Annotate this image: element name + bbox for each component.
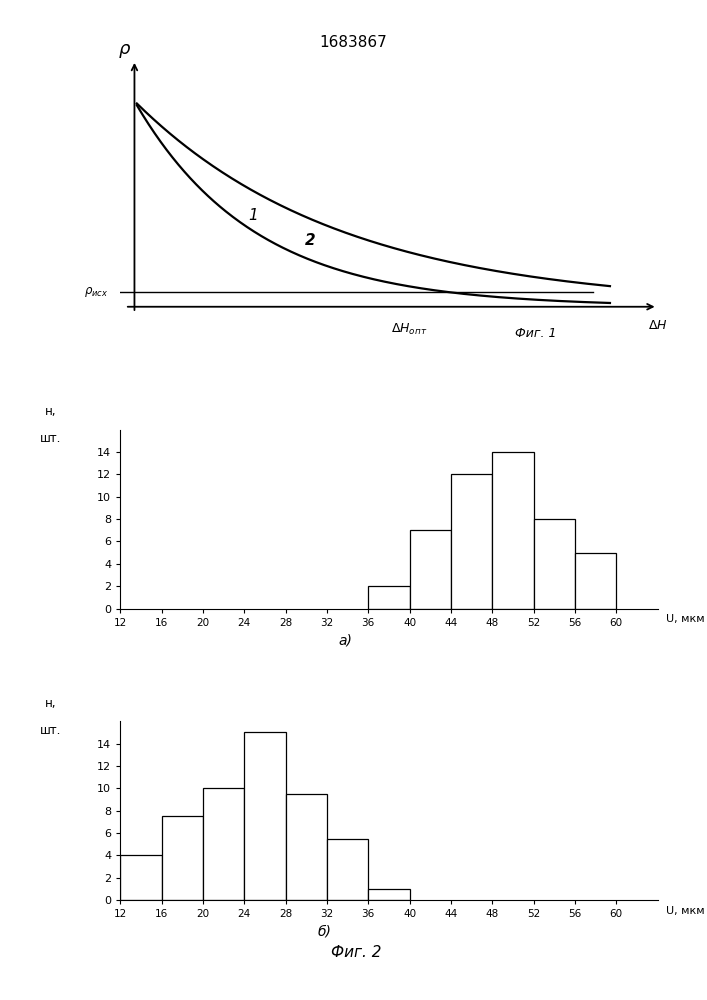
Text: 1: 1 bbox=[248, 208, 258, 223]
Bar bbox=[120, 855, 161, 900]
Text: н,: н, bbox=[45, 405, 56, 418]
Text: шт.: шт. bbox=[40, 724, 61, 737]
Bar bbox=[368, 586, 409, 609]
Bar bbox=[327, 839, 368, 900]
Text: б): б) bbox=[317, 925, 332, 939]
Bar bbox=[161, 816, 203, 900]
Text: а): а) bbox=[339, 633, 353, 647]
Text: Фиг. 1: Фиг. 1 bbox=[515, 327, 556, 340]
Bar bbox=[534, 519, 575, 609]
Text: шт.: шт. bbox=[40, 432, 61, 445]
Bar bbox=[286, 794, 327, 900]
Text: н,: н, bbox=[45, 697, 56, 710]
Text: $\Delta H_{\mathit{опт}}$: $\Delta H_{\mathit{опт}}$ bbox=[391, 322, 428, 337]
Text: $\rho$: $\rho$ bbox=[118, 42, 132, 60]
Text: 2: 2 bbox=[305, 233, 316, 248]
Text: $\rho_{\mathit{иcx}}$: $\rho_{\mathit{иcx}}$ bbox=[84, 285, 108, 299]
Text: U, мкм: U, мкм bbox=[666, 614, 704, 624]
Bar bbox=[492, 452, 534, 609]
Text: Фиг. 2: Фиг. 2 bbox=[332, 945, 382, 960]
Bar bbox=[409, 530, 451, 609]
Bar bbox=[244, 732, 286, 900]
Text: 1683867: 1683867 bbox=[320, 35, 387, 50]
Bar bbox=[368, 889, 409, 900]
Bar bbox=[575, 553, 617, 609]
Text: $\Delta H$: $\Delta H$ bbox=[648, 319, 667, 332]
Text: U, мкм: U, мкм bbox=[666, 906, 704, 916]
Bar bbox=[451, 474, 492, 609]
Bar bbox=[203, 788, 244, 900]
